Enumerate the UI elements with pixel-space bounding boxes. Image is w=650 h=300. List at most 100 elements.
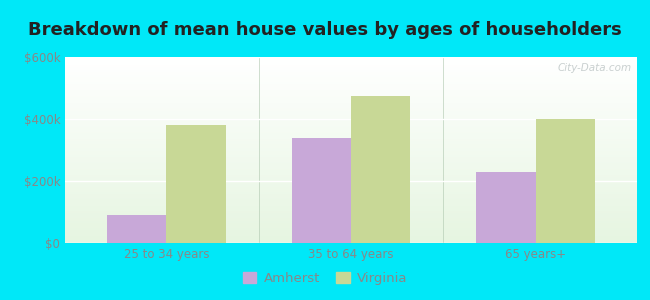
Bar	[65, 207, 637, 208]
Bar	[65, 222, 637, 223]
Bar	[65, 186, 637, 187]
Bar	[65, 117, 637, 119]
Bar	[65, 64, 637, 65]
Bar	[65, 181, 637, 182]
Bar	[65, 85, 637, 86]
Bar	[65, 160, 637, 161]
Bar	[65, 74, 637, 75]
Bar	[65, 128, 637, 129]
Bar	[65, 89, 637, 91]
Bar	[65, 130, 637, 131]
Bar	[65, 200, 637, 201]
Bar	[65, 84, 637, 85]
Bar	[65, 169, 637, 170]
Bar	[65, 140, 637, 141]
Bar	[65, 63, 637, 64]
Bar	[65, 78, 637, 79]
Bar	[65, 201, 637, 202]
Bar	[65, 129, 637, 130]
Bar	[65, 175, 637, 176]
Bar	[65, 144, 637, 145]
Bar	[65, 202, 637, 203]
Bar	[476, 172, 536, 243]
Bar	[65, 88, 637, 89]
Bar	[65, 106, 637, 107]
Bar	[65, 114, 637, 115]
Bar	[65, 125, 637, 126]
Bar	[65, 136, 637, 137]
Bar	[65, 59, 637, 60]
Bar	[65, 239, 637, 240]
Bar	[65, 77, 637, 78]
Bar	[65, 184, 637, 185]
Bar	[65, 226, 637, 227]
Bar	[65, 185, 637, 186]
Bar	[65, 82, 637, 83]
Bar	[65, 110, 637, 111]
Bar	[65, 213, 637, 214]
Bar	[65, 107, 637, 108]
Bar	[65, 101, 637, 102]
Bar	[65, 196, 637, 197]
Bar	[65, 97, 637, 98]
Bar	[65, 205, 637, 206]
Bar	[65, 174, 637, 175]
Bar	[65, 157, 637, 158]
Bar	[65, 149, 637, 150]
Bar	[65, 242, 637, 243]
Bar	[65, 72, 637, 73]
Bar	[65, 187, 637, 188]
Bar	[65, 209, 637, 211]
Bar	[65, 188, 637, 189]
Bar	[65, 154, 637, 156]
Bar	[65, 139, 637, 140]
Bar	[65, 224, 637, 225]
Bar	[65, 91, 637, 92]
Bar	[65, 228, 637, 229]
Bar	[351, 96, 410, 243]
Bar	[65, 116, 637, 117]
Bar	[65, 109, 637, 110]
Bar	[65, 182, 637, 184]
Bar	[65, 208, 637, 209]
Bar	[65, 80, 637, 81]
Bar	[65, 194, 637, 195]
Bar	[65, 193, 637, 194]
Bar	[65, 71, 637, 72]
Bar	[65, 61, 637, 63]
Bar	[65, 212, 637, 213]
Bar	[65, 166, 637, 167]
Bar	[65, 165, 637, 166]
Bar	[65, 65, 637, 66]
Bar	[65, 211, 637, 212]
Bar	[65, 111, 637, 112]
Bar	[65, 162, 637, 163]
Bar	[65, 191, 637, 192]
Legend: Amherst, Virginia: Amherst, Virginia	[237, 267, 413, 290]
Bar	[65, 93, 637, 94]
Bar	[65, 105, 637, 106]
Bar	[65, 232, 637, 233]
Bar	[65, 176, 637, 177]
Bar	[65, 206, 637, 207]
Bar	[65, 118, 637, 119]
Bar	[65, 241, 637, 242]
Bar	[65, 173, 637, 174]
Bar	[65, 221, 637, 222]
Bar	[65, 235, 637, 236]
Bar	[65, 124, 637, 125]
Bar	[65, 66, 637, 67]
Bar	[65, 57, 637, 58]
Bar	[107, 215, 166, 243]
Bar	[65, 122, 637, 123]
Bar	[65, 108, 637, 109]
Bar	[65, 215, 637, 216]
Bar	[65, 189, 637, 190]
Bar	[65, 131, 637, 132]
Bar	[65, 143, 637, 144]
Bar	[65, 142, 637, 143]
Bar	[65, 214, 637, 215]
Bar	[65, 81, 637, 82]
Bar	[65, 145, 637, 146]
Bar	[65, 190, 637, 191]
